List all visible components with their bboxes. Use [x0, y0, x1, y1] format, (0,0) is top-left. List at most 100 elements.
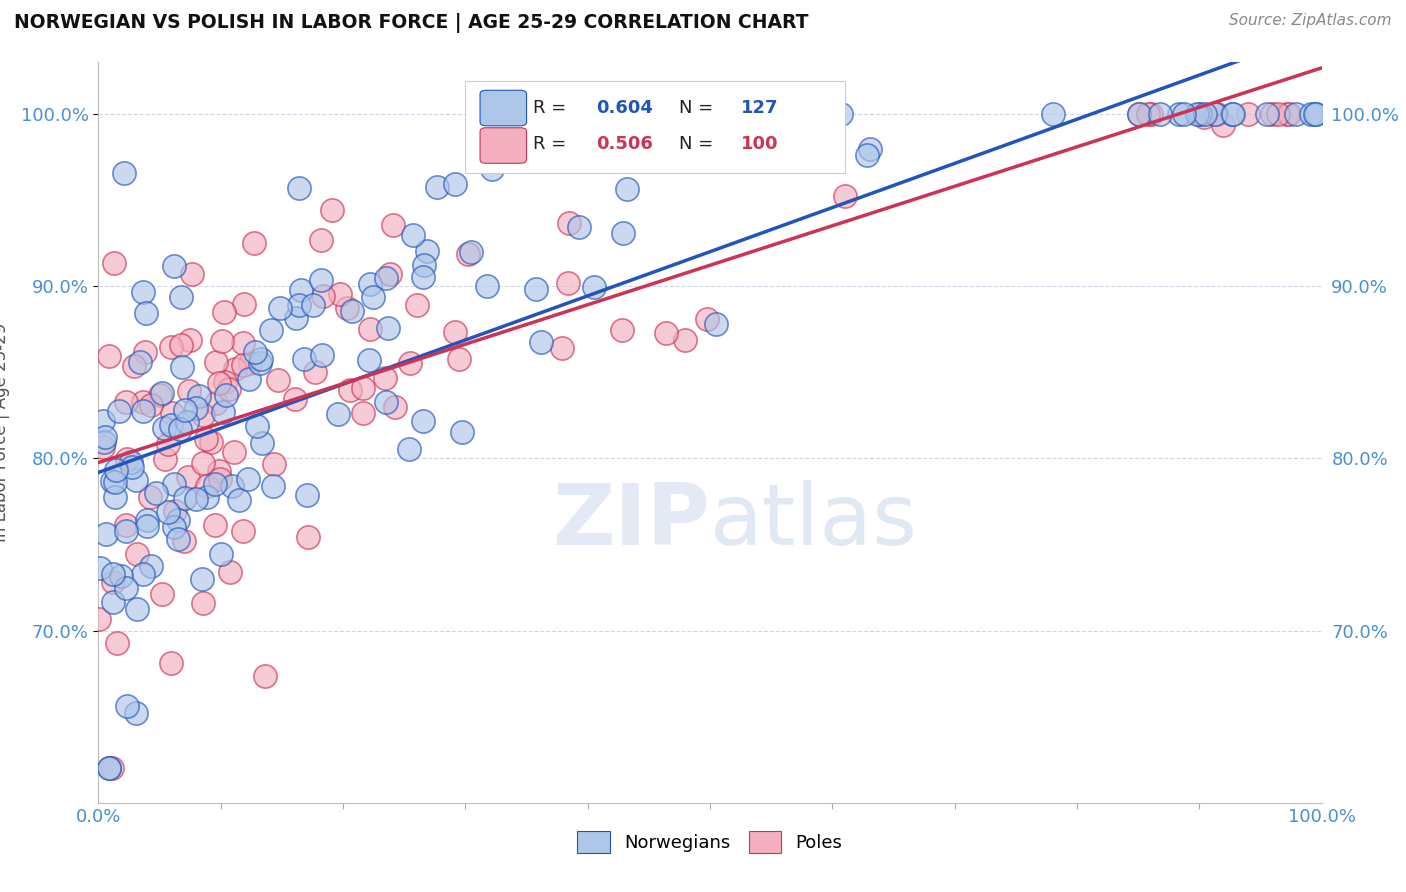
FancyBboxPatch shape — [479, 90, 526, 126]
Point — [285, 310, 308, 325]
Point — [481, 162, 503, 177]
Point — [169, 421, 191, 435]
Point — [212, 405, 235, 419]
Point — [457, 247, 479, 261]
Point — [475, 279, 498, 293]
Point — [101, 567, 124, 582]
Point — [1256, 107, 1278, 121]
Point — [1128, 107, 1150, 121]
Point — [263, 457, 285, 471]
Point — [232, 297, 254, 311]
Point — [398, 442, 420, 457]
Point — [568, 220, 591, 235]
Point — [121, 455, 143, 469]
Point — [98, 349, 121, 363]
Point — [139, 559, 162, 574]
Point — [132, 403, 155, 417]
Point — [744, 107, 766, 121]
Point — [530, 335, 553, 350]
Point — [1277, 107, 1299, 121]
Text: R =: R = — [533, 99, 572, 117]
Point — [104, 475, 127, 489]
Point — [295, 488, 318, 502]
Point — [93, 440, 115, 454]
Point — [557, 276, 579, 290]
Point — [194, 432, 217, 446]
Point — [94, 430, 117, 444]
Point — [412, 270, 434, 285]
Point — [125, 474, 148, 488]
Point — [200, 435, 222, 450]
Point — [1222, 107, 1244, 121]
Point — [114, 581, 136, 595]
Point — [139, 398, 162, 412]
Point — [157, 437, 180, 451]
Point — [193, 596, 215, 610]
Point — [460, 244, 482, 259]
Point — [1267, 107, 1289, 121]
Point — [1285, 107, 1308, 121]
Point — [859, 142, 882, 156]
Point — [524, 282, 547, 296]
Point — [115, 395, 138, 409]
Point — [191, 456, 214, 470]
Point — [174, 402, 197, 417]
Point — [145, 485, 167, 500]
Point — [149, 388, 172, 402]
Point — [742, 119, 765, 133]
Point — [160, 406, 183, 420]
Point — [157, 505, 180, 519]
Point — [218, 382, 240, 396]
Point — [232, 524, 254, 538]
Point — [97, 761, 120, 775]
Point — [1194, 107, 1216, 121]
Point — [150, 586, 173, 600]
Point — [122, 359, 145, 373]
Point — [115, 452, 138, 467]
Point — [89, 560, 111, 574]
Point — [551, 342, 574, 356]
Point — [100, 761, 122, 775]
Text: 127: 127 — [741, 99, 778, 117]
Point — [352, 381, 374, 395]
Point — [262, 478, 284, 492]
Point — [380, 267, 402, 281]
Point — [1187, 107, 1209, 121]
Point — [108, 403, 131, 417]
Point — [359, 322, 381, 336]
Point — [834, 189, 856, 203]
Point — [238, 472, 260, 486]
Point — [312, 289, 335, 303]
Point — [153, 452, 176, 467]
Point — [655, 326, 678, 340]
Point — [190, 573, 212, 587]
Point — [384, 400, 406, 414]
Point — [193, 409, 215, 423]
Point — [132, 395, 155, 409]
Point — [215, 388, 238, 402]
Text: 100: 100 — [741, 136, 778, 153]
Point — [1149, 107, 1171, 121]
Legend: Norwegians, Poles: Norwegians, Poles — [571, 824, 849, 861]
Point — [402, 228, 425, 243]
Point — [426, 179, 449, 194]
Point — [326, 408, 349, 422]
Point — [208, 464, 231, 478]
Point — [105, 636, 128, 650]
Point — [288, 181, 311, 195]
Point — [243, 235, 266, 250]
Point — [297, 530, 319, 544]
FancyBboxPatch shape — [465, 81, 845, 173]
Point — [443, 326, 465, 340]
Point — [163, 259, 186, 273]
Point — [115, 517, 138, 532]
Point — [136, 513, 159, 527]
Point — [204, 476, 226, 491]
Point — [363, 290, 385, 304]
Point — [187, 388, 209, 402]
Point — [208, 376, 231, 391]
Point — [222, 444, 245, 458]
Point — [232, 336, 254, 351]
Point — [169, 290, 191, 304]
Point — [163, 477, 186, 491]
